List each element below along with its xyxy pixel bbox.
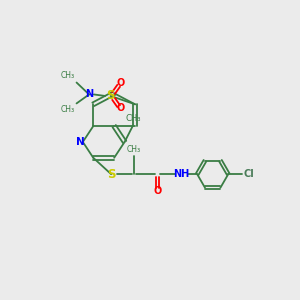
Text: O: O — [153, 186, 162, 196]
Text: CH₃: CH₃ — [61, 105, 75, 114]
Text: N: N — [85, 89, 93, 100]
Text: CH₃: CH₃ — [126, 114, 141, 123]
Text: S: S — [106, 89, 115, 103]
Text: Cl: Cl — [243, 169, 254, 179]
Text: CH₃: CH₃ — [127, 145, 141, 154]
Text: CH₃: CH₃ — [61, 71, 75, 80]
Text: O: O — [117, 78, 125, 88]
Text: S: S — [107, 168, 116, 181]
Text: NH: NH — [173, 169, 190, 178]
Text: N: N — [76, 137, 85, 147]
Text: O: O — [117, 103, 125, 113]
